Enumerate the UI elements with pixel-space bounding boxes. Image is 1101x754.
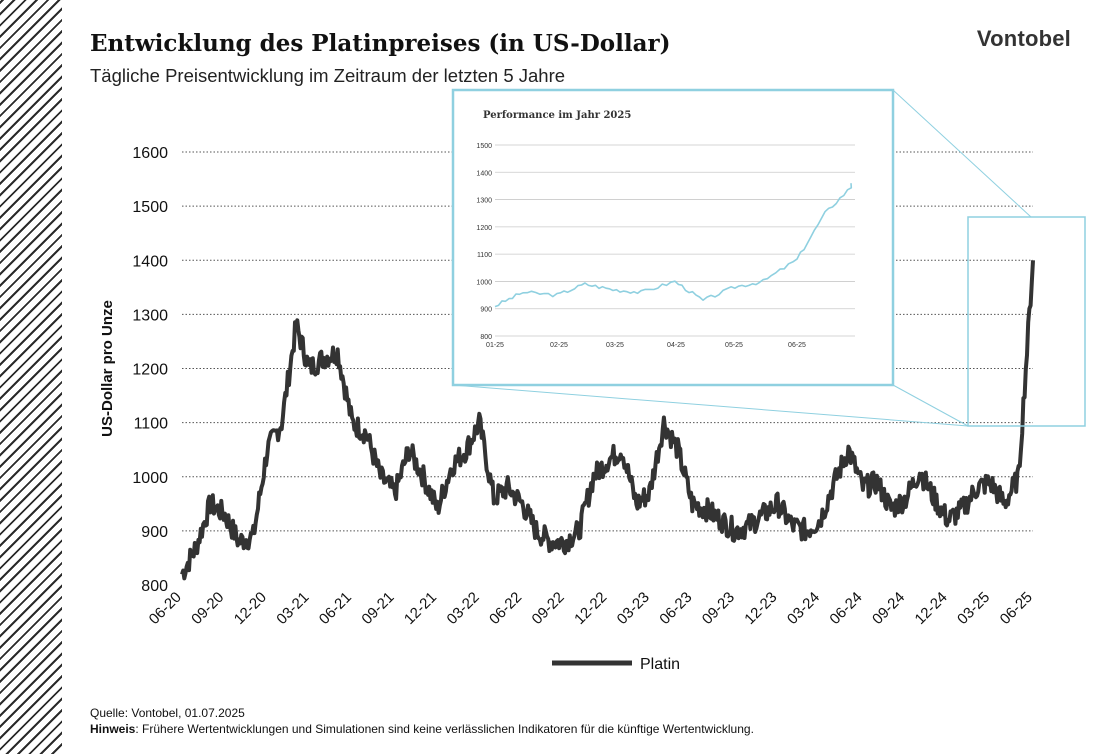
x-tick-label: 03-21 [273,589,312,628]
inset-y-tick-label: 1400 [476,170,492,177]
disclaimer-text: : Frühere Wertentwicklungen und Simulati… [135,722,754,736]
chart-title: Entwicklung des Platinpreises (in US-Dol… [90,30,671,57]
x-tick-label: 03-23 [614,589,653,628]
y-tick-label: 1400 [132,253,168,270]
inset-x-tick-label: 01-25 [486,342,504,349]
chart-subtitle: Tägliche Preisentwicklung im Zeitraum de… [90,65,566,86]
x-tick-label: 09-20 [188,589,227,628]
y-axis-title: US-Dollar pro Unze [99,300,116,437]
x-tick-label: 09-23 [699,589,738,628]
inset-y-tick-label: 1500 [476,143,492,150]
x-tick-label: 12-24 [912,589,951,628]
zoom-connector-top [892,89,1032,218]
x-tick-label: 06-21 [316,589,355,628]
inset-y-tick-label: 1200 [476,225,492,232]
x-tick-label: 09-22 [529,589,568,628]
zoom-connector-left [452,384,969,427]
series-line-platin [180,260,1035,581]
y-tick-label: 900 [141,524,168,541]
legend-label: Platin [640,656,680,673]
y-tick-label: 1600 [132,145,168,162]
zoom-highlight-box [967,216,1086,427]
zoom-connector-bottom [892,384,969,427]
inset-x-tick-label: 02-25 [550,342,568,349]
x-tick-label: 12-20 [231,589,270,628]
y-tick-label: 1100 [134,416,169,433]
source-note: Quelle: Vontobel, 01.07.2025 [90,706,245,720]
inset-y-tick-label: 1100 [477,252,492,259]
inset-x-tick-label: 04-25 [667,342,685,349]
x-tick-label: 09-21 [358,589,397,628]
inset-y-tick-label: 800 [480,334,492,341]
y-tick-label: 1000 [132,470,168,487]
x-tick-label: 06-23 [656,589,695,628]
y-tick-label: 1200 [132,362,168,379]
x-tick-label: 12-21 [401,589,440,628]
disclaimer-note: Hinweis: Frühere Wertentwicklungen und S… [90,721,754,737]
y-tick-label: 1300 [132,307,168,324]
inset-series-line [494,183,853,308]
inset-x-tick-label: 05-25 [725,342,743,349]
disclaimer-label: Hinweis [90,722,136,736]
x-tick-label: 03-22 [444,589,483,628]
inset-y-tick-label: 1300 [476,198,492,205]
x-tick-label: 03-24 [784,589,823,628]
y-tick-label: 1500 [132,199,168,216]
inset-y-tick-label: 1000 [476,279,492,286]
chart-footer: Quelle: Vontobel, 01.07.2025 Hinweis: Fr… [90,705,754,737]
brand-logo: Vontobel [976,26,1071,51]
inset-panel [451,88,895,387]
x-tick-label: 09-24 [869,589,908,628]
x-tick-label: 06-24 [826,589,865,628]
inset-x-tick-label: 06-25 [788,342,806,349]
y-tick-label: 800 [141,578,168,595]
hatched-margin [0,0,62,754]
x-tick-label: 06-25 [997,589,1036,628]
x-tick-label: 12-22 [571,589,610,628]
inset-title: Performance im Jahr 2025 [483,110,631,121]
x-tick-label: 06-22 [486,589,525,628]
x-tick-label: 12-23 [741,589,780,628]
inset-x-tick-label: 03-25 [606,342,624,349]
inset-y-tick-label: 900 [480,307,492,314]
x-tick-label: 03-25 [954,589,993,628]
